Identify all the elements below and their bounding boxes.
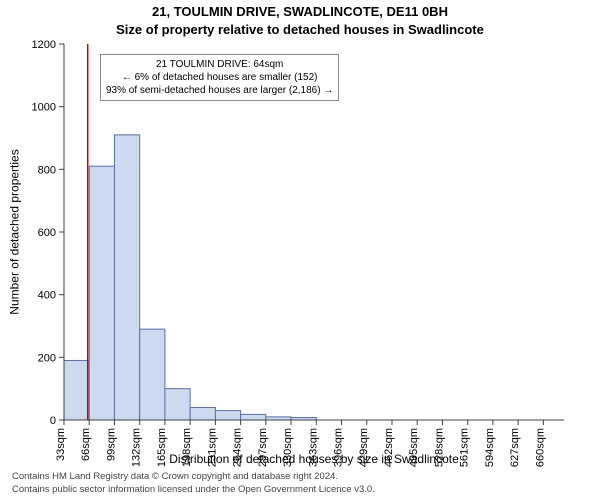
info-box: 21 TOULMIN DRIVE: 64sqm ← 6% of detached… bbox=[100, 54, 339, 101]
bar bbox=[215, 411, 240, 420]
credits: Contains HM Land Registry data © Crown c… bbox=[12, 471, 375, 496]
bar bbox=[114, 135, 139, 420]
x-axis-label: Distribution of detached houses by size … bbox=[64, 452, 564, 466]
info-line1: 21 TOULMIN DRIVE: 64sqm bbox=[106, 58, 333, 71]
credits-line1: Contains HM Land Registry data © Crown c… bbox=[12, 471, 375, 483]
page-title-line2: Size of property relative to detached ho… bbox=[0, 22, 600, 37]
info-line2: ← 6% of detached houses are smaller (152… bbox=[106, 71, 333, 84]
bar bbox=[89, 166, 114, 420]
bar bbox=[140, 329, 165, 420]
bar bbox=[165, 389, 190, 420]
y-axis-label: Number of detached properties bbox=[6, 44, 24, 420]
y-tick-label: 200 bbox=[38, 352, 56, 364]
y-tick-label: 400 bbox=[38, 290, 56, 302]
bar bbox=[190, 407, 215, 420]
y-tick-label: 1200 bbox=[32, 39, 56, 51]
bar bbox=[241, 414, 266, 420]
page-title-line1: 21, TOULMIN DRIVE, SWADLINCOTE, DE11 0BH bbox=[0, 4, 600, 19]
y-tick-label: 0 bbox=[50, 415, 56, 427]
y-tick-label: 600 bbox=[38, 227, 56, 239]
y-tick-label: 800 bbox=[38, 164, 56, 176]
credits-line2: Contains public sector information licen… bbox=[12, 484, 375, 496]
y-tick-label: 1000 bbox=[32, 102, 56, 114]
bar bbox=[64, 360, 89, 420]
info-line3: 93% of semi-detached houses are larger (… bbox=[106, 84, 333, 97]
